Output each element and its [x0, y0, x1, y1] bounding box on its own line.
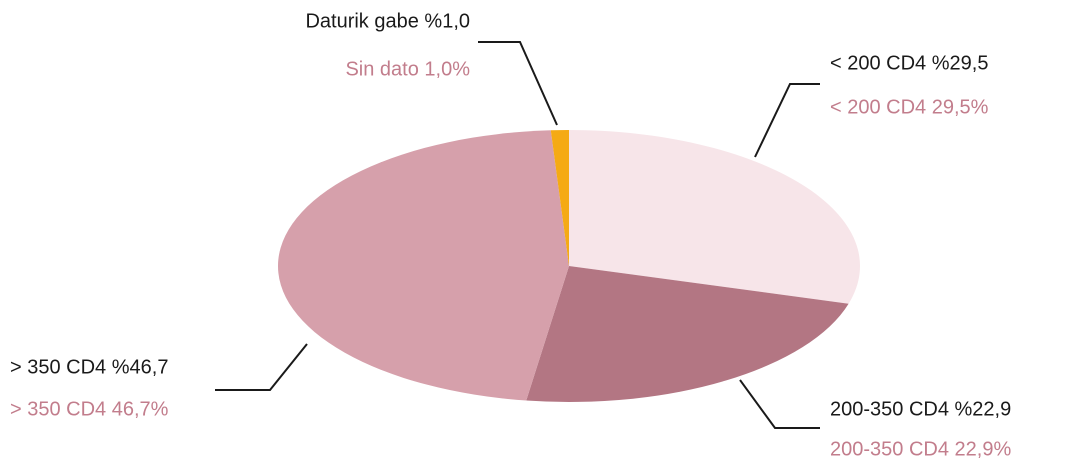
data-label: > 350 CD4 %46,7: [10, 356, 168, 378]
leader-line: [754, 83, 820, 158]
leader-line: [478, 41, 558, 126]
pie-slice: [526, 266, 849, 403]
data-label: < 200 CD4 29,5%: [830, 96, 989, 118]
data-label: 200-350 CD4 22,9%: [830, 438, 1011, 460]
data-label: < 200 CD4 %29,5: [830, 52, 988, 74]
leader-lines: [215, 41, 820, 429]
slices: [278, 130, 861, 403]
data-label: Daturik gabe %1,0: [305, 10, 470, 32]
leader-line: [739, 379, 820, 429]
data-label: 200-350 CD4 %22,9: [830, 398, 1011, 420]
pie-slice: [569, 130, 861, 304]
pie-slice: [278, 130, 569, 401]
leader-line: [215, 343, 308, 391]
data-label: > 350 CD4 46,7%: [10, 398, 169, 420]
pie-slice: [550, 130, 569, 266]
data-label: Sin dato 1,0%: [345, 58, 470, 80]
